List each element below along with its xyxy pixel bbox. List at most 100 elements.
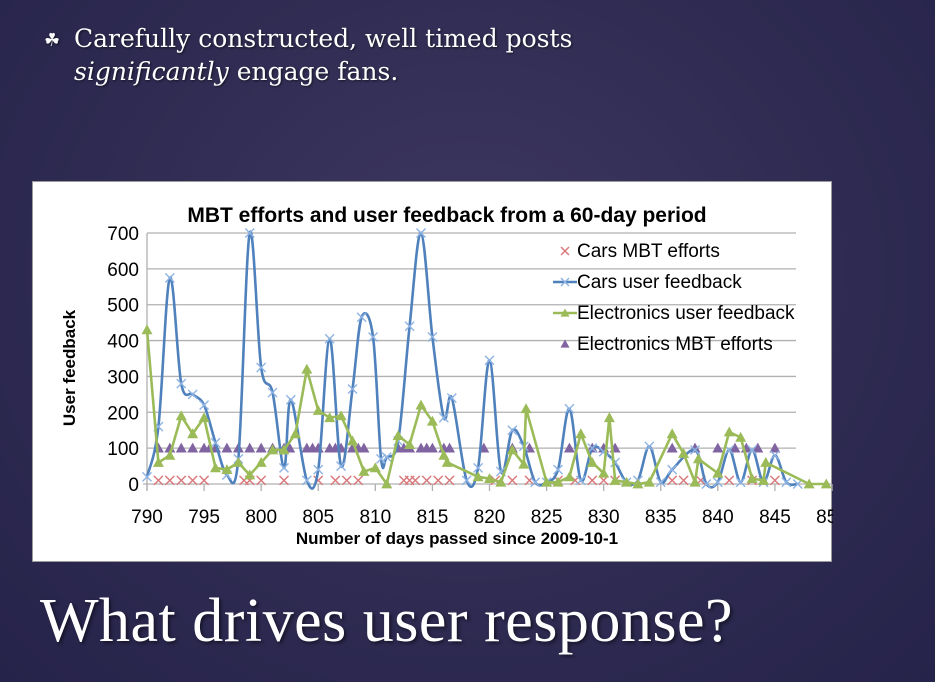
y-tick-label: 300 [107, 367, 139, 388]
triangle-marker [175, 442, 187, 453]
triangle-marker [735, 431, 747, 442]
triangle-marker [175, 410, 187, 421]
x-marker [336, 461, 347, 472]
triangle-marker [758, 474, 769, 485]
y-axis-label: User feedback [60, 309, 79, 426]
x-marker [553, 464, 563, 475]
triangle-marker [278, 444, 290, 455]
x-marker [530, 477, 541, 488]
x-marker [587, 475, 598, 486]
x-tick-label: 790 [131, 507, 163, 528]
x-marker [427, 331, 438, 342]
x-marker [285, 394, 296, 405]
triangle-marker [426, 442, 438, 453]
x-marker [461, 475, 472, 486]
triangle-marker [752, 442, 764, 453]
x-marker [164, 475, 175, 486]
triangle-marker [506, 444, 518, 455]
x-marker [655, 477, 666, 488]
x-marker [347, 383, 358, 394]
triangle-marker [187, 428, 199, 439]
triangle-marker [404, 439, 416, 449]
triangle-marker [312, 404, 324, 415]
triangle-marker [560, 308, 570, 317]
x-marker [199, 475, 210, 486]
axes: 0 100 200 300 400 500 600 700 790 795 800 805 810 815… [107, 224, 833, 528]
triangle-marker [632, 478, 644, 489]
triangle-marker [472, 471, 484, 482]
bullet-line-2-rest: engage fans. [228, 57, 399, 86]
x-tick-label: 815 [417, 507, 449, 528]
x-marker [444, 475, 455, 486]
x-marker [735, 477, 746, 488]
y-tick-label: 500 [107, 296, 139, 317]
triangle-marker [760, 456, 772, 467]
legend-label: Cars MBT efforts [577, 241, 720, 262]
triangle-marker [666, 442, 678, 453]
x-marker [341, 475, 352, 486]
legend-label: Electronics user feedback [577, 303, 795, 324]
x-marker [575, 475, 586, 486]
triangle-marker [689, 476, 701, 487]
x-marker [446, 392, 457, 403]
legend-item: Electronics user feedback [553, 303, 795, 324]
x-tick-label: 845 [759, 507, 791, 528]
bullet-emphasis: significantly [74, 57, 229, 86]
legend-item: Electronics MBT efforts [560, 334, 773, 355]
x-marker [438, 412, 449, 423]
triangle-marker [712, 467, 724, 478]
x-marker [267, 387, 278, 398]
x-marker [678, 475, 689, 486]
x-tick-label: 820 [474, 507, 506, 528]
x-marker [690, 444, 700, 455]
legend-label: Electronics MBT efforts [577, 334, 773, 355]
x-marker [473, 462, 484, 473]
x-marker [507, 425, 518, 436]
x-marker [484, 355, 495, 366]
x-marker [256, 475, 267, 486]
triangle-marker [678, 448, 690, 458]
triangle-marker [643, 476, 655, 487]
x-marker [324, 333, 335, 344]
triangle-marker [598, 467, 610, 478]
triangle-marker [164, 449, 176, 460]
x-marker [142, 471, 152, 482]
x-marker [507, 475, 518, 486]
x-marker [564, 403, 575, 414]
triangle-marker [381, 478, 393, 489]
x-tick-label: 800 [245, 507, 277, 528]
legend: Cars MBT efforts Cars user feedback Electr… [553, 241, 795, 355]
triangle-marker [495, 476, 507, 487]
triangle-marker [438, 449, 450, 460]
x-marker [187, 389, 198, 400]
triangle-marker [358, 465, 370, 476]
bullet-point: ☘ Carefully constructed, well timed post… [44, 22, 572, 88]
triangle-marker [541, 476, 553, 487]
x-marker [769, 475, 780, 486]
triangle-marker [746, 473, 758, 484]
triangle-marker [255, 456, 267, 467]
triangle-marker [769, 442, 781, 453]
x-tick-label: 850 [816, 507, 833, 528]
x-marker [279, 462, 289, 473]
triangle-marker [729, 442, 741, 453]
triangle-marker [369, 462, 381, 473]
x-marker [433, 475, 444, 486]
triangle-marker [415, 399, 427, 410]
x-marker [256, 362, 267, 373]
x-marker [313, 464, 324, 475]
chart-title: MBT efforts and user feedback from a 60-… [187, 204, 706, 227]
triangle-marker [803, 478, 815, 489]
x-marker [410, 475, 421, 486]
x-tick-label: 830 [588, 507, 620, 528]
triangle-marker [603, 412, 615, 423]
triangle-marker [563, 442, 575, 453]
triangle-marker [563, 471, 575, 482]
triangle-marker [520, 403, 532, 414]
triangle-marker [586, 456, 598, 467]
triangle-marker [210, 462, 221, 473]
triangle-marker [484, 473, 495, 484]
x-marker [667, 475, 678, 486]
chart-container: MBT efforts and user feedback from a 60-… [32, 181, 833, 562]
triangle-marker [198, 412, 210, 423]
